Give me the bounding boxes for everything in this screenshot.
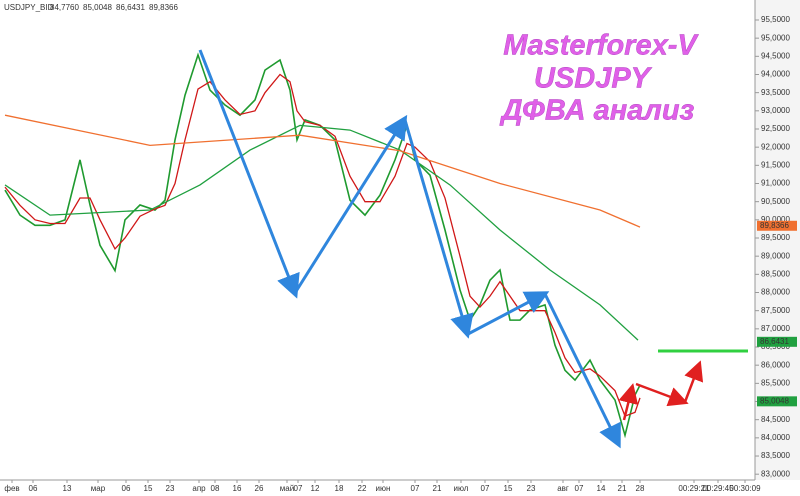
header-value: 84,7760 [50, 3, 79, 12]
x-tick-label: 26 [255, 484, 264, 493]
x-tick-label: 00:30:09 [729, 484, 761, 493]
header-legend: USDJPY_BID 84,7760 85,0048 86,6431 89,8366 [4, 3, 178, 12]
wave-arrow [543, 293, 621, 449]
x-tick-label: 23 [166, 484, 175, 493]
x-tick-label: 08 [211, 484, 220, 493]
x-tick-label: 07 [411, 484, 420, 493]
x-tick-label: 06 [29, 484, 38, 493]
y-tick-label: 87,5000 [761, 306, 790, 315]
series-line [4, 114, 641, 228]
header-value: 86,6431 [116, 3, 145, 12]
x-tick-label: 15 [144, 484, 153, 493]
projection-arrow [635, 382, 689, 407]
x-tick-label: 16 [233, 484, 242, 493]
x-tick-label: 00:29:21 [678, 484, 710, 493]
x-tick-label: 22 [358, 484, 367, 493]
symbol-label: USDJPY_BID [4, 3, 54, 12]
chart-title: ДФВА анализ [499, 95, 695, 127]
y-tick-label: 83,5000 [761, 451, 790, 460]
y-tick-label: 87,0000 [761, 324, 790, 333]
x-tick-label: 23 [527, 484, 536, 493]
y-tick-label: 93,5000 [761, 88, 790, 97]
price-marker-label: 85,0048 [760, 396, 789, 405]
x-tick-label: 18 [335, 484, 344, 493]
y-tick-label: 91,5000 [761, 160, 790, 169]
y-tick-label: 93,0000 [761, 106, 790, 115]
x-tick-label: авг [557, 484, 569, 493]
x-tick-label: 28 [636, 484, 645, 493]
y-tick-label: 88,0000 [761, 288, 790, 297]
header-value: 85,0048 [83, 3, 112, 12]
x-tick-label: 21 [433, 484, 442, 493]
x-tick-label: 07 [294, 484, 303, 493]
price-marker [757, 396, 797, 407]
projection-arrow [618, 383, 639, 421]
series-line [4, 73, 641, 417]
y-tick-label: 85,5000 [761, 378, 790, 387]
x-tick-label: мар [91, 484, 106, 493]
y-tick-label: 94,5000 [761, 51, 790, 60]
y-tick-label: 86,0000 [761, 360, 790, 369]
x-tick-label: 13 [63, 484, 72, 493]
y-tick-label: 92,5000 [761, 124, 790, 133]
x-tick-label: 07 [575, 484, 584, 493]
y-tick-label: 90,5000 [761, 197, 790, 206]
x-tick-label: 15 [504, 484, 513, 493]
x-tick-label: 06 [122, 484, 131, 493]
x-tick-label: 00:29:45 [702, 484, 734, 493]
y-tick-label: 91,0000 [761, 179, 790, 188]
projection-arrow [683, 360, 704, 403]
price-marker [757, 336, 797, 347]
x-tick-label: 07 [481, 484, 490, 493]
y-tick-label: 90,0000 [761, 215, 790, 224]
y-tick-label: 84,5000 [761, 415, 790, 424]
chart-title: USDJPY [534, 63, 653, 95]
y-tick-label: 92,0000 [761, 142, 790, 151]
x-tick-label: 12 [311, 484, 320, 493]
y-tick-label: 95,5000 [761, 15, 790, 24]
wave-arrows [198, 49, 704, 449]
header-value: 89,8366 [149, 3, 178, 12]
x-tick-label: июл [454, 484, 469, 493]
price-marker-label: 86,6431 [760, 337, 789, 346]
x-tick-label: 14 [597, 484, 606, 493]
wave-arrow [467, 291, 550, 336]
y-tick-label: 84,0000 [761, 433, 790, 442]
x-tick-label: фев [4, 484, 19, 493]
wave-arrow [293, 114, 408, 294]
y-tick-label: 88,5000 [761, 269, 790, 278]
wave-arrow [198, 49, 300, 299]
chart-title: Masterforex-V [503, 30, 699, 62]
x-tick-label: апр [192, 484, 206, 493]
y-tick-label: 95,0000 [761, 33, 790, 42]
x-tick-label: май [280, 484, 294, 493]
y-tick-label: 94,0000 [761, 70, 790, 79]
plot-area [4, 52, 748, 439]
y-tick-label: 89,5000 [761, 233, 790, 242]
wave-arrow [403, 119, 474, 339]
y-tick-label: 83,0000 [761, 469, 790, 478]
price-marker-label: 89,8366 [760, 221, 789, 230]
price-marker [757, 220, 797, 231]
y-tick-label: 89,0000 [761, 251, 790, 260]
x-tick-label: июн [376, 484, 391, 493]
series-line [4, 124, 639, 341]
x-tick-label: 21 [618, 484, 627, 493]
